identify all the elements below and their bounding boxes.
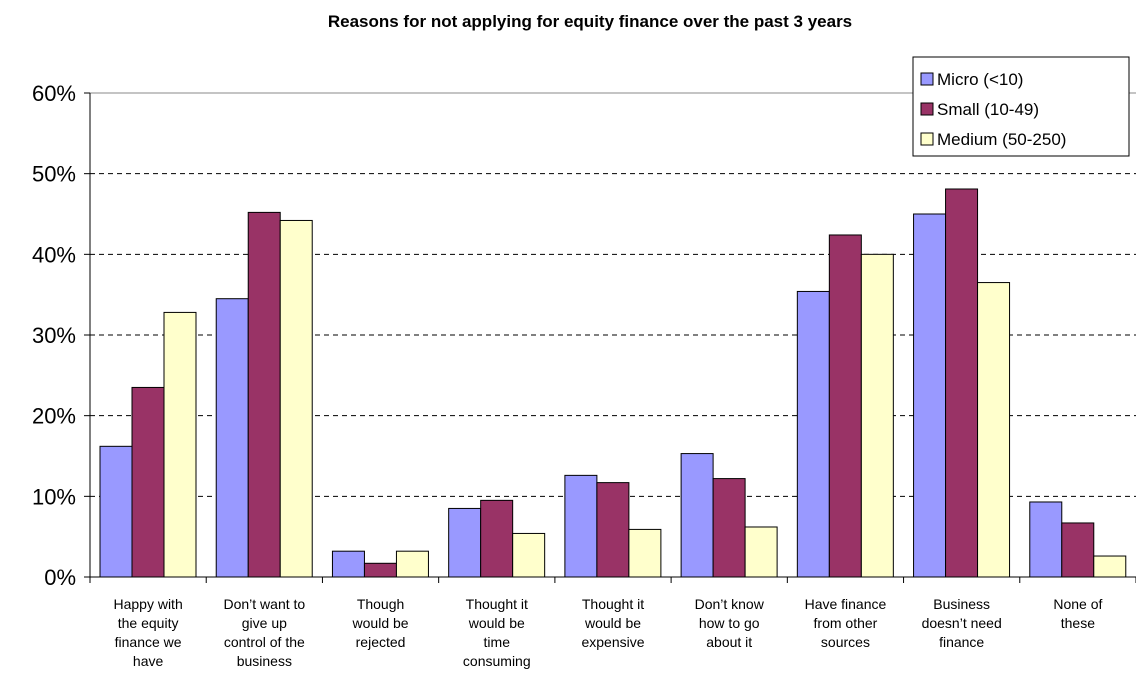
bar	[279, 219, 313, 578]
bars	[99, 188, 1127, 578]
x-category-label: Thought it would be expensive	[581, 596, 644, 650]
bar	[215, 298, 249, 578]
x-category-label: Happy with the equity finance we have	[113, 596, 182, 669]
x-category-label: Though would be rejected	[352, 596, 409, 650]
bar	[712, 478, 746, 578]
y-tick-label: 60%	[32, 81, 76, 106]
x-category-label: Have finance from other sources	[805, 596, 887, 650]
bar	[680, 453, 714, 578]
y-tick-label: 0%	[44, 565, 76, 590]
bar	[945, 188, 979, 578]
bar	[363, 562, 397, 578]
bar	[1093, 555, 1127, 578]
bar	[744, 526, 778, 578]
x-category-label: None of these	[1053, 596, 1102, 631]
y-tick-label: 20%	[32, 404, 76, 429]
x-axis: Happy with the equity finance we have Don’t …	[89, 576, 1136, 669]
legend-swatch	[920, 102, 934, 116]
bar	[913, 213, 947, 578]
x-category-label: Don’t know how to go about it	[695, 596, 765, 650]
bar	[131, 386, 165, 578]
bar	[99, 445, 133, 578]
legend-label: Medium (50-250)	[937, 130, 1066, 149]
bar	[1061, 522, 1095, 578]
y-tick-label: 30%	[32, 323, 76, 348]
bar	[564, 474, 598, 578]
legend-swatch	[920, 132, 934, 146]
y-tick-label: 10%	[32, 484, 76, 509]
y-tick-label: 50%	[32, 162, 76, 187]
bar	[828, 234, 862, 578]
x-category-label: Business doesn’t need finance	[922, 596, 1002, 650]
bar	[331, 550, 365, 578]
bar	[860, 253, 894, 578]
bar	[596, 482, 630, 578]
legend-swatch	[920, 72, 934, 86]
bar	[395, 550, 429, 578]
bar	[247, 211, 281, 578]
bar	[628, 528, 662, 578]
bar	[480, 499, 514, 578]
legend: Micro (<10) Small (10-49) Medium (50-250)	[912, 56, 1130, 157]
legend-box	[912, 56, 1130, 157]
x-category-label: Don’t want to give up control of the busine…	[223, 596, 305, 669]
y-axis: 0% 10% 20% 30% 40% 50% 60%	[32, 81, 91, 590]
x-category-label: Thought it would be time consuming	[463, 596, 531, 669]
legend-label: Small (10-49)	[937, 100, 1039, 119]
legend-label: Micro (<10)	[937, 70, 1023, 89]
bar	[163, 311, 197, 578]
bar	[1029, 501, 1063, 578]
bar	[448, 507, 482, 578]
bar	[796, 290, 830, 578]
bar	[512, 532, 546, 578]
bar	[977, 282, 1011, 578]
chart-title: Reasons for not applying for equity fina…	[328, 12, 852, 31]
y-tick-label: 40%	[32, 242, 76, 267]
